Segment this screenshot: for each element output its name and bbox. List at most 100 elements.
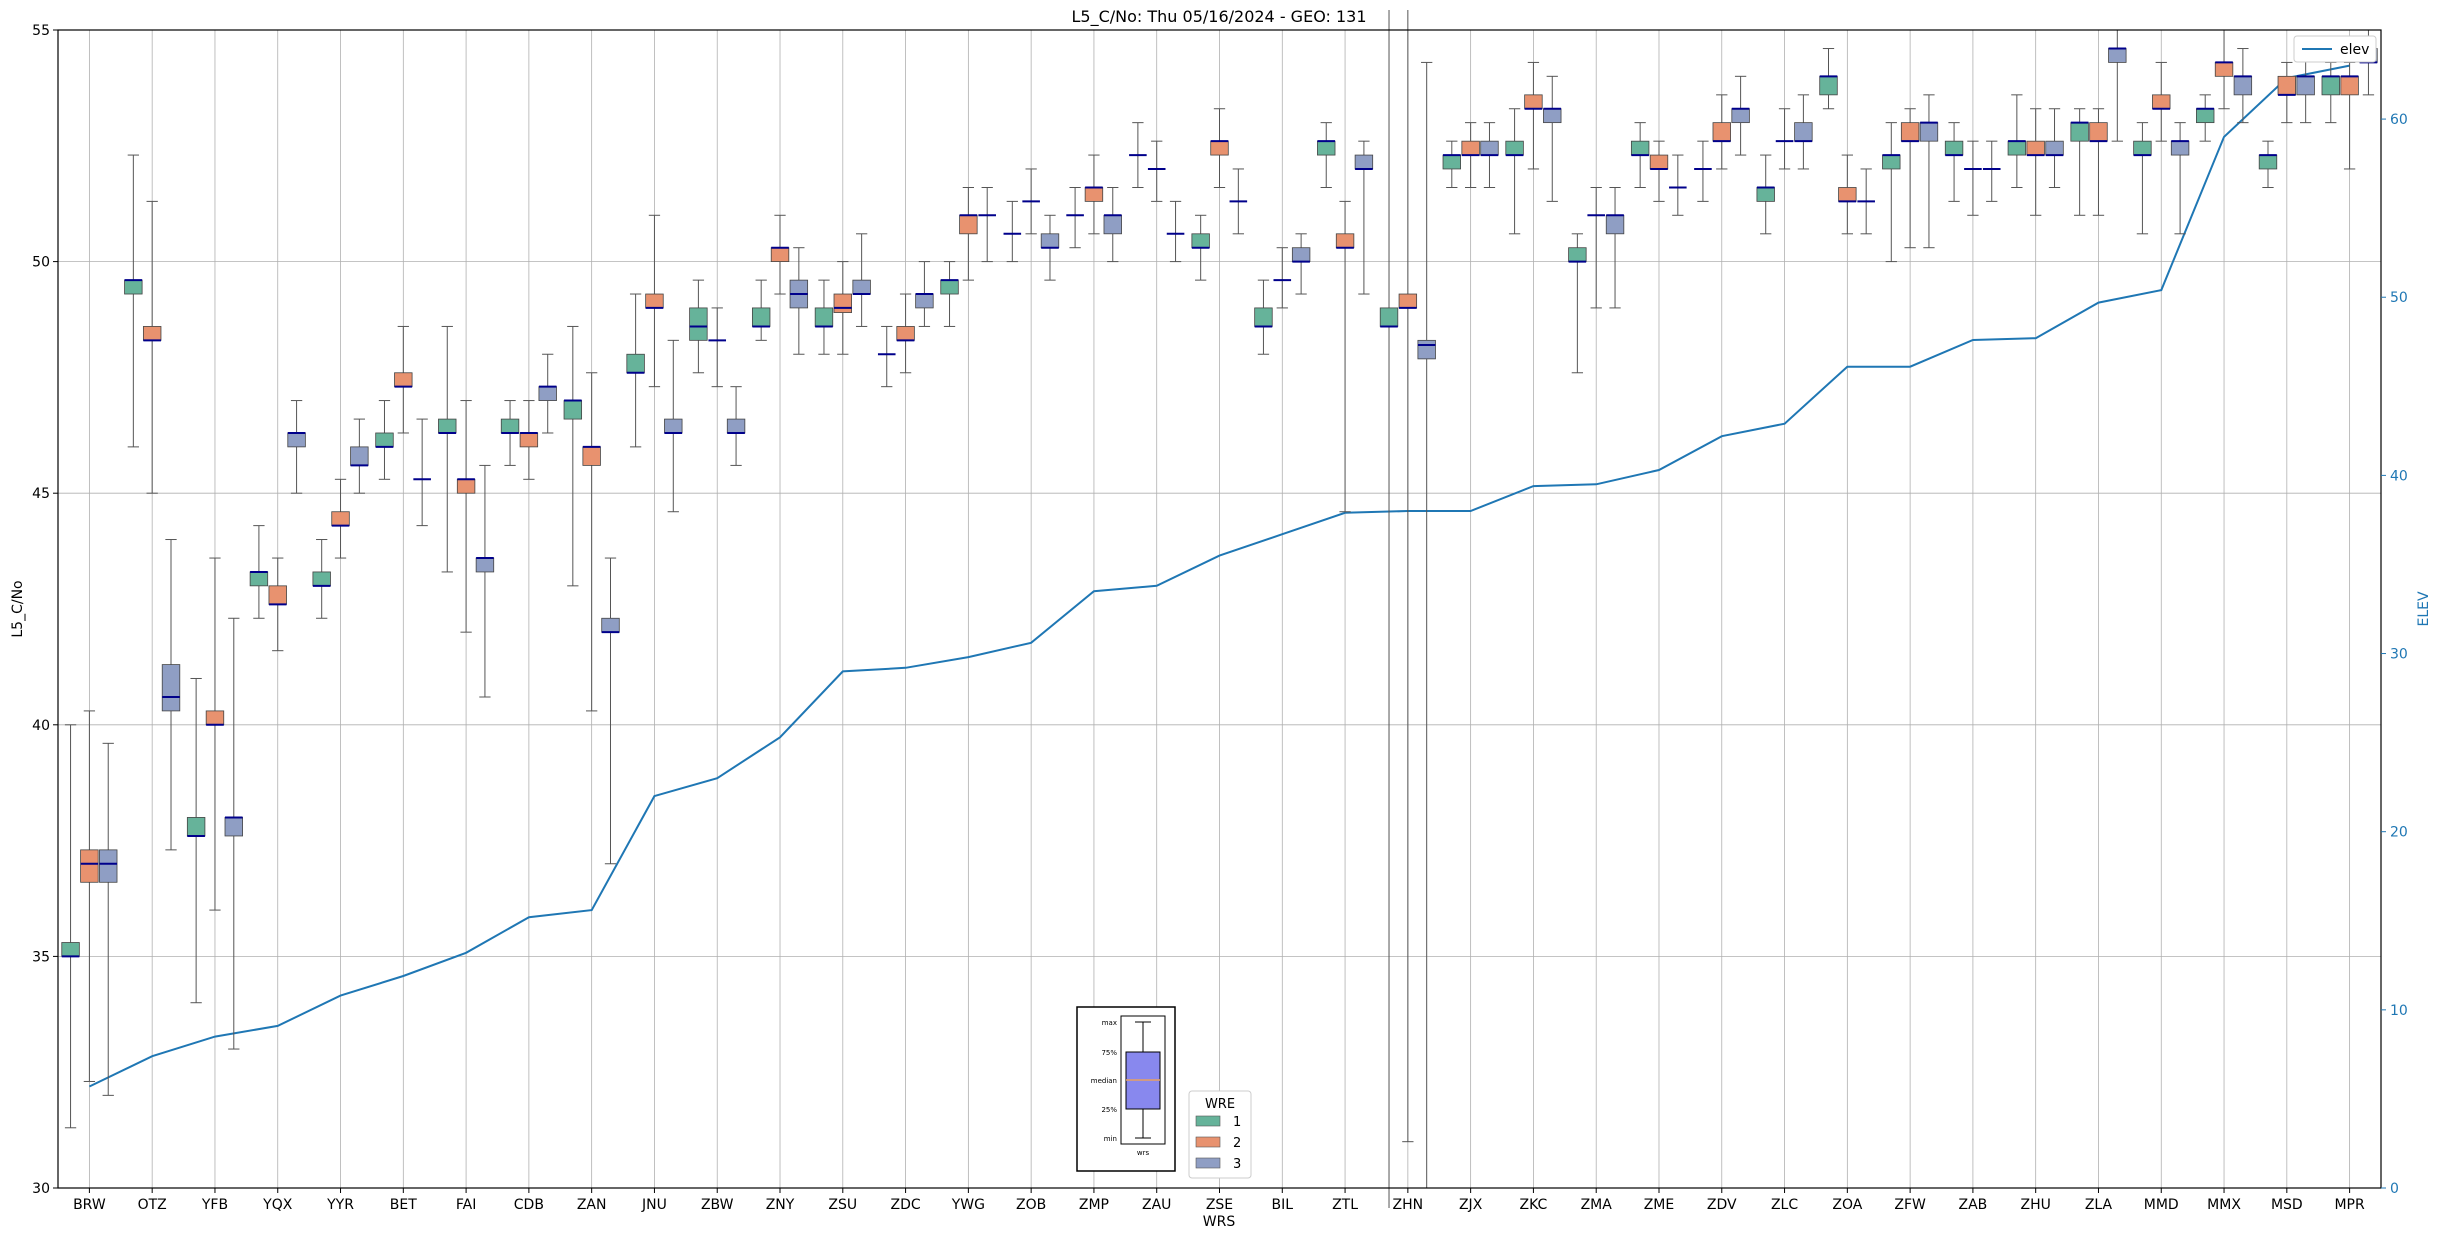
box-ZDC-wre-1: [877, 325, 896, 388]
iqr-box: [770, 247, 790, 262]
iqr-box: [538, 386, 557, 401]
iqr-box: [2321, 75, 2340, 96]
iqr-box: [959, 214, 978, 235]
wre-legend-label-2: 2: [1233, 1136, 1241, 1151]
iqr-box: [2340, 75, 2359, 96]
box-ZLA-wre-2: [2089, 108, 2108, 216]
iqr-box: [2108, 48, 2127, 63]
iqr-box: [563, 400, 583, 420]
wre-legend-swatch-2: [1195, 1136, 1221, 1148]
box-ZAN-wre-2: [582, 372, 601, 712]
y2-tick-label: 40: [2390, 468, 2408, 484]
box-YWG-wre-1: [940, 261, 959, 327]
iqr-box: [664, 418, 683, 434]
box-ZHN-wre-2: [1398, 10, 1418, 1143]
iqr-box: [1379, 307, 1399, 327]
x-tick-label: ZNY: [766, 1197, 795, 1213]
iqr-box: [99, 849, 118, 883]
iqr-box: [142, 326, 162, 341]
iqr-box: [2170, 140, 2190, 156]
chart-title: L5_C/No: Thu 05/16/2024 - GEO: 131: [1071, 7, 1366, 27]
iqr-box: [814, 307, 834, 327]
elev-line: [88, 64, 2350, 1088]
iqr-box: [1461, 140, 1480, 156]
box-ZLA-wre-3: [2108, 29, 2127, 142]
box-ZOB-wre-3: [1040, 214, 1060, 281]
x-tick-label: ZOA: [1832, 1197, 1862, 1213]
iqr-box: [249, 571, 269, 587]
box-CDB-wre-2: [519, 400, 539, 480]
box-MMD-wre-3: [2170, 122, 2190, 235]
x-tick-label: JNU: [641, 1197, 667, 1213]
iqr-box: [1944, 140, 1964, 156]
iqr-box: [1442, 154, 1461, 170]
box-ZSU-wre-2: [833, 261, 852, 355]
x-tick-label: YWG: [951, 1197, 985, 1213]
x-tick-label: ZOB: [1016, 1197, 1046, 1213]
x-tick-label: BIL: [1272, 1197, 1294, 1213]
iqr-box: [1505, 140, 1524, 156]
iqr-box: [1354, 154, 1374, 170]
box-ZAB-wre-1: [1944, 122, 1964, 202]
iqr-box: [186, 817, 206, 837]
box-ZDV-wre-3: [1731, 75, 1750, 156]
box-ZDC-wre-2: [896, 293, 915, 374]
y-tick-label: 50: [32, 255, 50, 271]
box-ZMP-wre-2: [1084, 154, 1104, 235]
box-ZSE-wre-3: [1229, 168, 1248, 235]
box-BIL-wre-2: [1273, 247, 1292, 309]
box-FAI-wre-2: [456, 400, 476, 633]
box-ZKC-wre-2: [1524, 61, 1543, 170]
box-ZHU-wre-2: [2026, 108, 2045, 216]
y-tick-label: 30: [32, 1181, 50, 1197]
box-ZAU-wre-3: [1166, 200, 1185, 263]
iqr-box: [582, 446, 601, 466]
iqr-box: [726, 418, 746, 434]
box-YQX-wre-2: [268, 557, 287, 652]
box-YYR-wre-3: [350, 418, 369, 494]
iqr-box: [1838, 187, 1857, 202]
box-ZHN-wre-3: [1417, 61, 1436, 1189]
box-OTZ-wre-3: [161, 539, 181, 851]
iqr-box: [438, 418, 457, 434]
box-BET-wre-3: [413, 418, 431, 527]
iqr-box: [331, 511, 350, 527]
box-CDB-wre-3: [538, 353, 557, 434]
iqr-box: [61, 942, 80, 957]
iqr-box: [205, 710, 225, 726]
box-YFB-wre-1: [186, 677, 206, 1004]
x-tick-label: ZSU: [828, 1197, 857, 1213]
box-JNU-wre-2: [645, 214, 664, 388]
box-ZNY-wre-2: [770, 214, 790, 295]
x-tick-label: CDB: [514, 1197, 544, 1213]
iqr-box: [1291, 247, 1311, 262]
y2-tick-label: 10: [2390, 1003, 2408, 1019]
iqr-box: [2133, 140, 2152, 156]
box-ZME-wre-1: [1630, 122, 1650, 188]
x-tick-label: FAI: [456, 1197, 476, 1213]
box-ZHN-wre-1: [1379, 10, 1399, 1208]
iqr-box: [1317, 140, 1336, 156]
iqr-box: [1649, 154, 1669, 170]
wre-legend-title: WRE: [1205, 1097, 1235, 1112]
box-ZNY-wre-1: [751, 279, 771, 341]
x-tick-label: ZLA: [2085, 1197, 2113, 1213]
iqr-box: [2026, 140, 2045, 156]
iqr-box: [350, 446, 369, 466]
inset-axes-frame: [1120, 1015, 1166, 1145]
box-ZHU-wre-3: [2045, 108, 2064, 188]
box-ZJX-wre-2: [1461, 122, 1480, 188]
iqr-box: [1900, 122, 1920, 142]
box-ZHU-wre-1: [2007, 94, 2027, 188]
box-ZDC-wre-3: [915, 261, 934, 327]
x-tick-label: ZKC: [1520, 1197, 1548, 1213]
y2-axis-label: ELEV: [2416, 591, 2432, 626]
x-tick-label: ZBW: [701, 1197, 734, 1213]
inset-label-min: min: [1104, 1135, 1117, 1143]
box-ZKC-wre-1: [1505, 108, 1524, 235]
box-ZAU-wre-2: [1147, 140, 1166, 202]
box-YQX-wre-3: [287, 400, 306, 494]
box-YFB-wre-3: [224, 617, 243, 1050]
box-BET-wre-1: [375, 400, 394, 480]
box-FAI-wre-3: [475, 464, 495, 698]
